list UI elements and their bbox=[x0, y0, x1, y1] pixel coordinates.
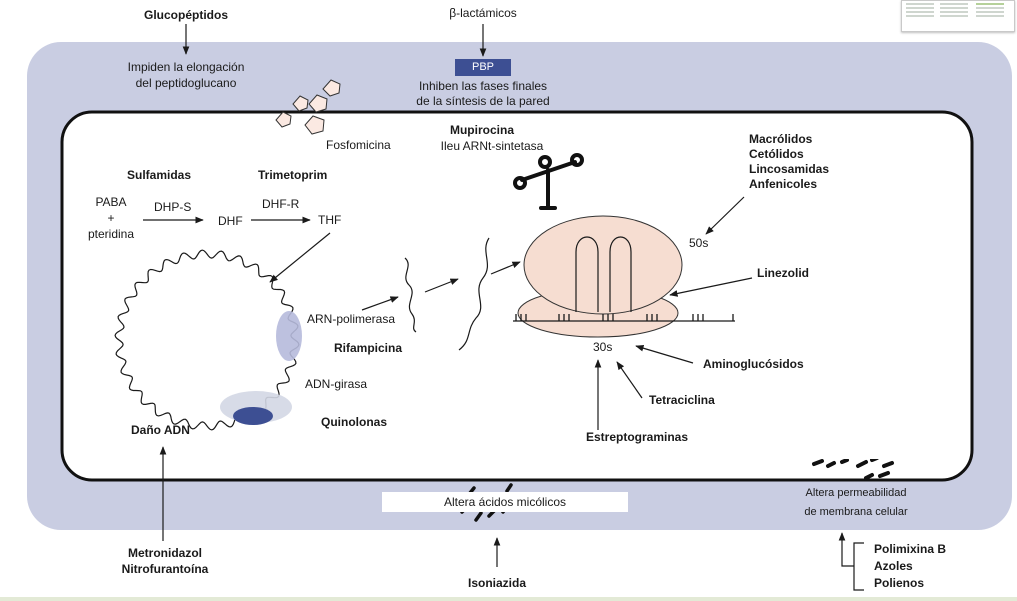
label-thf: THF bbox=[318, 213, 342, 227]
label-pteridina: pteridina bbox=[87, 227, 135, 241]
trna-left bbox=[575, 236, 599, 312]
mrna-strand-2 bbox=[458, 237, 490, 351]
membrane-gap bbox=[812, 455, 902, 459]
arrow-arn-polimerasa bbox=[361, 296, 399, 311]
arrow-macrolidos bbox=[705, 196, 745, 235]
label-acidos-micolicos: Altera ácidos micólicos bbox=[382, 492, 628, 512]
label-tetraciclina: Tetraciclina bbox=[649, 393, 715, 407]
ribosome-50s bbox=[523, 215, 683, 315]
label-cetolidos: Cetólidos bbox=[749, 147, 804, 161]
label-linezolid: Linezolid bbox=[757, 266, 809, 280]
label-azoles: Azoles bbox=[874, 559, 913, 573]
label-plus: + bbox=[107, 211, 115, 225]
label-estreptograminas: Estreptograminas bbox=[586, 430, 689, 444]
pbp-box: PBP bbox=[455, 59, 511, 76]
trna-right bbox=[609, 236, 632, 312]
label-glucopeptidos: Glucopéptidos bbox=[144, 8, 228, 22]
label-30s: 30s bbox=[593, 340, 613, 354]
label-polimixina-b: Polimixina B bbox=[874, 542, 947, 556]
arrow-aminoglucosidos bbox=[635, 344, 694, 364]
label-lincosamidas: Lincosamidas bbox=[749, 162, 830, 176]
arrow-mrna-1 bbox=[424, 278, 459, 293]
label-betalactamicos-action-1: Inhiben las fases finales bbox=[418, 79, 548, 93]
label-glucopeptidos-action-1: Impiden la elongación bbox=[127, 60, 245, 74]
trna-cloverleaf bbox=[513, 153, 584, 210]
label-dhfr: DHF-R bbox=[262, 197, 300, 211]
label-isoniazida: Isoniazida bbox=[467, 576, 526, 590]
label-mupirocina: Mupirocina bbox=[449, 123, 514, 137]
label-permeabilidad-2: de membrana celular bbox=[804, 506, 908, 518]
label-nitrofurantoina: Nitrofurantoína bbox=[121, 562, 209, 576]
adn-girasa-dark bbox=[233, 407, 273, 425]
label-betalactamicos: β-lactámicos bbox=[449, 6, 517, 20]
arrow-polimixina bbox=[838, 532, 854, 567]
label-50s: 50s bbox=[689, 236, 709, 250]
arn-polimerasa-enzyme bbox=[276, 311, 302, 361]
label-fosfomicina: Fosfomicina bbox=[326, 138, 391, 152]
label-permeabilidad-1: Altera permeabilidad bbox=[805, 487, 907, 499]
mrna-strand-1 bbox=[404, 257, 417, 333]
label-trimetoprim: Trimetoprim bbox=[258, 168, 328, 182]
label-quinolonas: Quinolonas bbox=[321, 415, 387, 429]
cell-membrane bbox=[60, 110, 974, 482]
label-paba: PABA bbox=[95, 195, 127, 209]
label-dano-adn: Daño ADN bbox=[131, 423, 190, 437]
label-dhps: DHP-S bbox=[154, 200, 192, 214]
label-sulfamidas: Sulfamidas bbox=[127, 168, 192, 182]
arrow-linezolid bbox=[669, 277, 753, 297]
arrow-tetraciclina bbox=[616, 361, 643, 399]
label-rifampicina: Rifampicina bbox=[334, 341, 403, 355]
label-betalactamicos-action-2: de la síntesis de la pared bbox=[416, 94, 550, 108]
thumbnail-preview[interactable] bbox=[901, 0, 1015, 32]
label-metronidazol: Metronidazol bbox=[128, 546, 202, 560]
label-macrolidos: Macrólidos bbox=[749, 132, 813, 146]
label-glucopeptidos-action-2: del peptidoglucano bbox=[135, 76, 237, 90]
label-ileu: Ileu ARNt-sintetasa bbox=[440, 139, 544, 153]
label-adn-girasa: ADN-girasa bbox=[305, 377, 368, 391]
label-polienos: Polienos bbox=[874, 576, 925, 590]
bottom-band bbox=[0, 597, 1017, 601]
polimixina-bracket bbox=[853, 542, 864, 591]
mrna-on-ribosome bbox=[513, 314, 735, 322]
label-aminoglucosidos: Aminoglucósidos bbox=[703, 357, 804, 371]
label-arn-polimerasa: ARN-polimerasa bbox=[307, 312, 396, 326]
label-anfenicoles: Anfenicoles bbox=[749, 177, 818, 191]
fosfomicina-molecules bbox=[275, 79, 341, 135]
label-dhf: DHF bbox=[218, 214, 243, 228]
arrow-mrna-2 bbox=[490, 261, 521, 275]
arrow-thf-dna bbox=[269, 232, 331, 283]
